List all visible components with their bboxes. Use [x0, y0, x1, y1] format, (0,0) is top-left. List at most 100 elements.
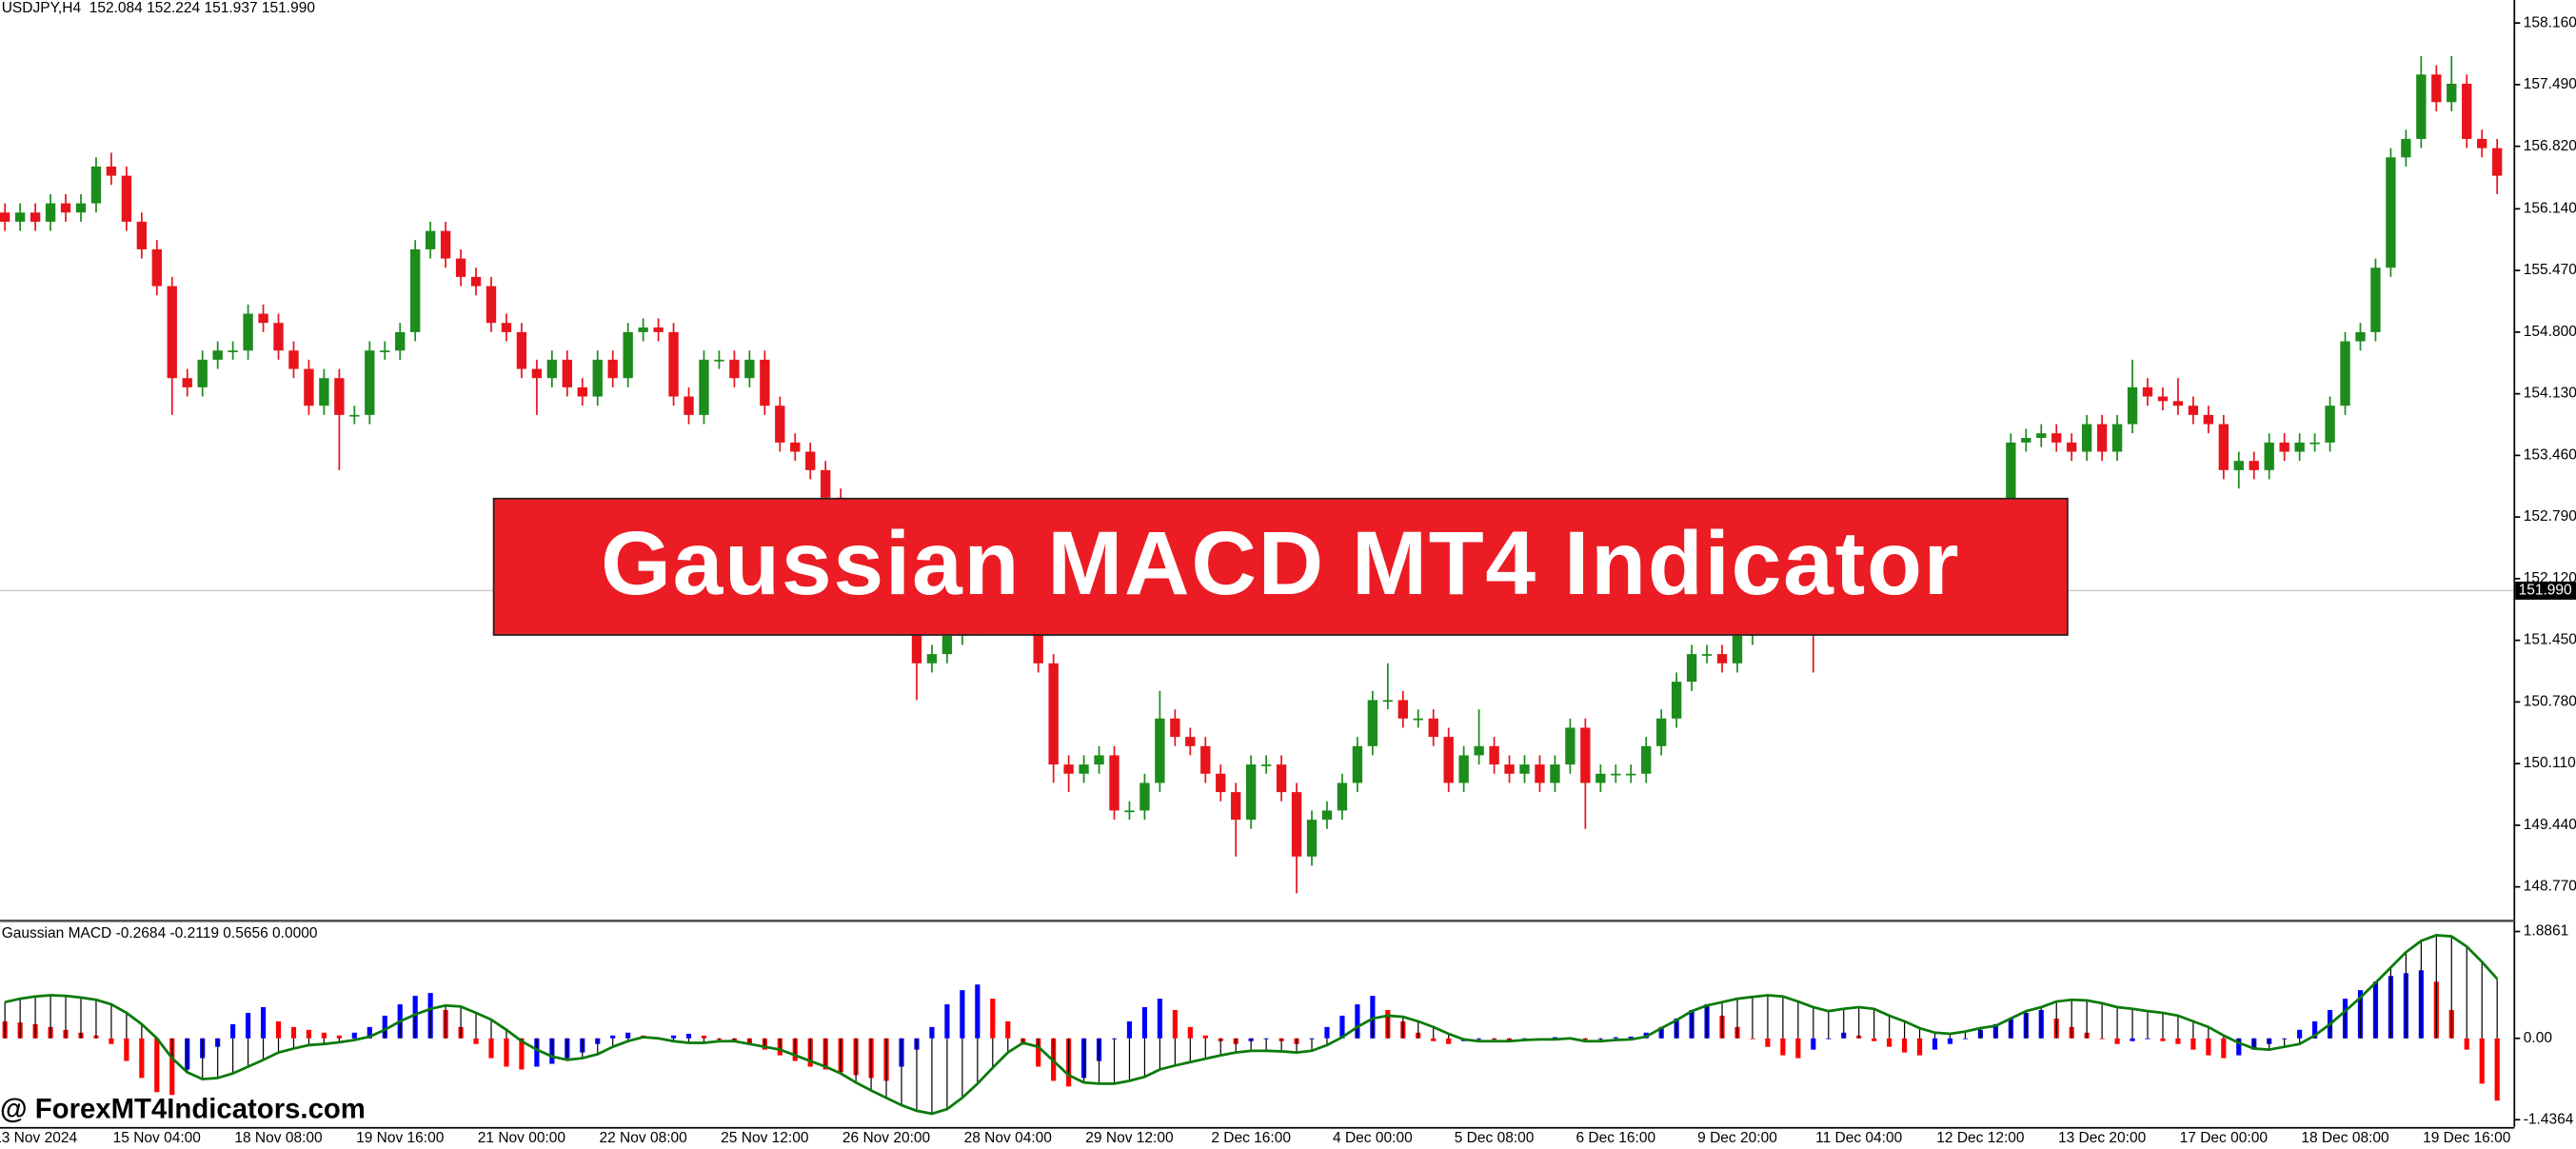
histogram-bar: [670, 1035, 677, 1039]
histogram-bar: [1826, 1038, 1832, 1040]
candle-body: [1550, 764, 1560, 783]
current-price-tag: [2515, 581, 2576, 600]
histogram-bar: [1916, 1038, 1923, 1056]
candle-body: [790, 442, 801, 452]
candle-body: [607, 359, 618, 379]
histogram-bar: [2099, 1038, 2105, 1040]
histogram-bar: [1795, 1038, 1801, 1059]
candle-body: [2340, 341, 2350, 406]
histogram-bar: [975, 984, 981, 1039]
histogram-bar: [534, 1038, 540, 1067]
candle-body: [1033, 617, 1043, 664]
histogram-bar: [139, 1038, 145, 1079]
candle-body: [1656, 718, 1667, 746]
candle-body: [1732, 635, 1743, 664]
candle-body: [546, 359, 558, 379]
histogram-bar: [701, 1035, 707, 1039]
histogram-bar: [1872, 1038, 1877, 1041]
histogram-bar: [1765, 1038, 1771, 1047]
candle-body: [638, 327, 648, 332]
histogram-bar: [1902, 1038, 1908, 1053]
histogram-bar: [929, 1026, 935, 1039]
candle-body: [2416, 74, 2427, 139]
candle-body: [1291, 792, 1302, 857]
candle-body: [1139, 783, 1150, 811]
candle-body: [501, 323, 512, 332]
candle-body: [258, 313, 268, 324]
x-tick-label: 12 Dec 12:00: [1936, 1130, 2025, 1146]
candle-body: [1397, 700, 1408, 719]
candle-body: [1535, 764, 1545, 783]
candle-body: [516, 331, 527, 369]
candle-body: [1216, 773, 1226, 793]
candle-body: [425, 230, 436, 249]
candle-body: [2370, 267, 2381, 332]
x-tick-label: 11 Dec 04:00: [1815, 1130, 1903, 1146]
histogram-bar: [2312, 1020, 2318, 1039]
candle-body: [805, 451, 816, 470]
histogram-bar: [2145, 1038, 2150, 1040]
candle-body: [821, 469, 831, 498]
histogram-bar: [473, 1038, 479, 1044]
candle-body: [1413, 718, 1423, 721]
x-tick-label: 2 Dec 16:00: [1211, 1130, 1291, 1146]
candle-body: [2294, 442, 2305, 452]
candle-body: [1443, 737, 1454, 783]
histogram-bar: [1887, 1038, 1892, 1047]
candle-body: [941, 635, 953, 655]
x-tick-label: 9 Dec 20:00: [1697, 1130, 1777, 1146]
histogram-bar: [1628, 1036, 1634, 1039]
y-tick-label: 150.110: [2524, 755, 2576, 771]
histogram-bar: [1962, 1038, 1969, 1040]
histogram-bar: [1613, 1037, 1618, 1039]
histogram-bar: [306, 1029, 312, 1039]
histogram-bar: [1172, 1009, 1178, 1039]
histogram-bar: [2130, 1038, 2135, 1041]
histogram-bar: [1005, 1020, 1011, 1039]
candle-body: [714, 359, 724, 362]
x-tick-label: 25 Nov 12:00: [721, 1130, 809, 1146]
candle-body: [1337, 783, 1348, 811]
histogram-bar: [2494, 1038, 2500, 1101]
candle-body: [775, 406, 785, 443]
histogram-bar: [1324, 1026, 1330, 1039]
y-tick-label: 154.800: [2524, 324, 2576, 340]
x-tick-label: 15 Nov 04:00: [113, 1130, 202, 1146]
histogram-bar: [1157, 999, 1162, 1039]
candle-body: [60, 203, 71, 213]
histogram-bar: [2221, 1038, 2227, 1059]
candle-body: [1260, 764, 1272, 766]
x-tick-label: 4 Dec 00:00: [1333, 1130, 1413, 1146]
candle-body: [1474, 745, 1484, 756]
candle-body: [1321, 810, 1333, 821]
candle-body: [455, 258, 466, 277]
candle-body: [2067, 442, 2077, 452]
y-tick-label: 151.450: [2524, 632, 2576, 648]
y-tick-label: 1.8861: [2524, 923, 2568, 940]
y-tick-label: 157.490: [2524, 76, 2576, 92]
candle-body: [90, 166, 102, 204]
candle-body: [2218, 424, 2229, 470]
candle-body: [1428, 718, 1438, 738]
candle-body: [2127, 386, 2138, 425]
histogram-bar: [275, 1020, 282, 1039]
candle-body: [2081, 424, 2092, 452]
y-tick-label: 0.00: [2524, 1030, 2553, 1046]
candle-body: [212, 350, 223, 360]
y-tick-label: 158.160: [2524, 14, 2576, 30]
candle-body: [1109, 755, 1120, 811]
candle-body: [2264, 442, 2274, 470]
candle-body: [0, 212, 10, 222]
candle-body: [2051, 433, 2062, 443]
candle-body: [1155, 718, 1165, 783]
candle-body: [1519, 764, 1530, 774]
histogram-bar: [1036, 1038, 1041, 1067]
candle-body: [531, 368, 543, 379]
candle-body: [151, 248, 162, 287]
histogram-bar: [124, 1038, 129, 1061]
candle-body: [106, 166, 117, 176]
histogram-bar: [504, 1038, 509, 1067]
x-tick-label: 28 Nov 04:00: [964, 1130, 1053, 1146]
candle-body: [1063, 764, 1074, 774]
